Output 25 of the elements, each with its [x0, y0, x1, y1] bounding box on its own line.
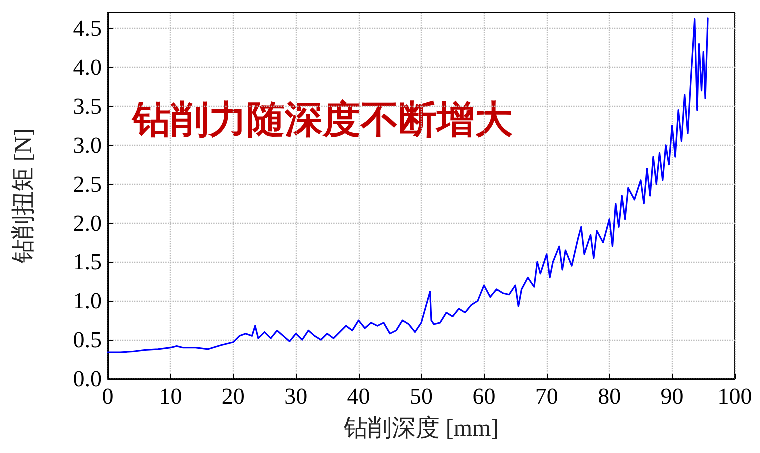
- x-tick-label: 70: [535, 384, 558, 409]
- y-axis-title: 钻削扭矩 [N]: [11, 128, 37, 265]
- x-tick-label: 20: [222, 384, 245, 409]
- y-tick-label: 2.5: [73, 172, 102, 197]
- x-tick-label: 90: [660, 384, 684, 409]
- y-tick-label: 2.0: [73, 210, 102, 236]
- y-tick-label: 1.0: [73, 288, 102, 314]
- y-tick-label: 0.0: [73, 366, 102, 392]
- x-axis-title: 钻削深度 [mm]: [342, 415, 500, 442]
- x-tick-label: 50: [410, 384, 433, 409]
- x-tick-label: 80: [598, 384, 622, 409]
- x-tick-label: 60: [472, 384, 496, 409]
- y-tick-label: 3.0: [73, 132, 102, 158]
- y-tick-label: 1.5: [73, 250, 102, 275]
- y-tick-label: 0.5: [73, 328, 102, 353]
- y-tick-label: 4.5: [73, 16, 102, 42]
- x-tick-label: 30: [284, 384, 308, 409]
- x-tick-label: 10: [159, 384, 182, 409]
- x-tick-label: 40: [347, 384, 370, 409]
- x-tick-label: 0: [102, 384, 114, 409]
- annotation: 钻削力随深度不断增大: [131, 96, 513, 142]
- x-tick-label: 100: [718, 384, 752, 409]
- y-tick-label: 3.5: [73, 94, 102, 119]
- y-tick-label: 4.0: [73, 55, 102, 80]
- line-series: [107, 18, 709, 354]
